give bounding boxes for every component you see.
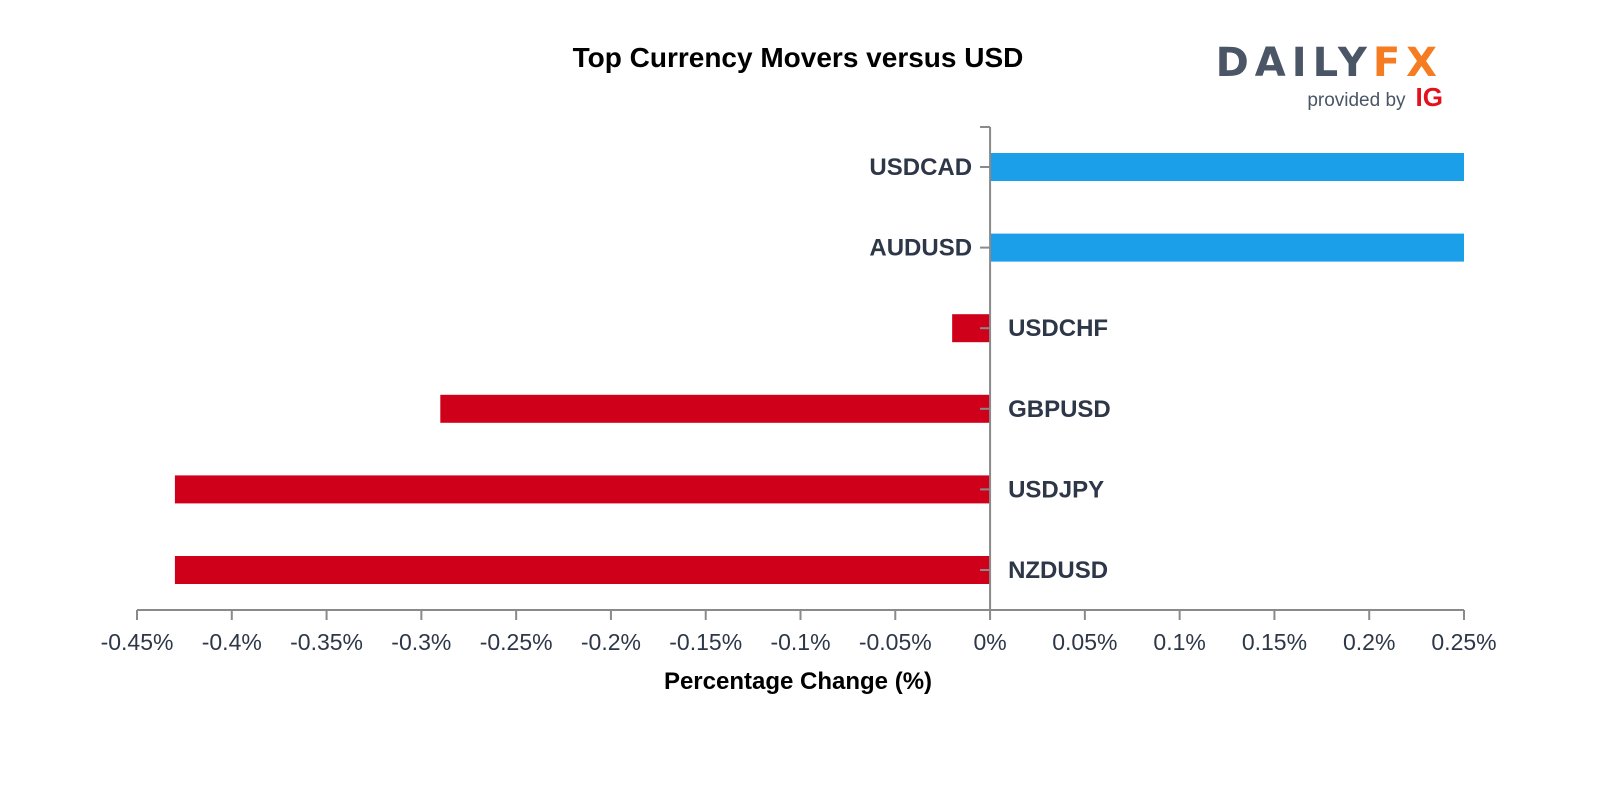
x-tick-label: 0.1% xyxy=(1153,629,1205,655)
bar-usdcad xyxy=(990,153,1464,181)
logo-wordmark-right: FX xyxy=(1373,40,1443,86)
chart-title: Top Currency Movers versus USD xyxy=(573,42,1024,73)
logo-provided-by: provided by xyxy=(1307,90,1406,111)
category-label-audusd: AUDUSD xyxy=(869,235,972,262)
bar-gbpusd xyxy=(440,394,991,423)
x-tick-label: -0.15% xyxy=(669,629,742,655)
category-label-usdchf: USDCHF xyxy=(1008,315,1108,342)
x-tick-label: 0.25% xyxy=(1431,629,1496,655)
plot-area: USDCAD AUDUSD USDCHF GBPUSD USDJPY NZDUSD -0.4… xyxy=(101,126,1497,655)
logo-wordmark-left: DAILY xyxy=(1216,40,1373,86)
x-tick-label: -0.1% xyxy=(770,629,830,655)
x-tick-label: 0% xyxy=(973,629,1006,655)
category-label-usdcad: USDCAD xyxy=(869,154,972,181)
bar-audusd xyxy=(990,233,1464,262)
category-label-nzdusd: NZDUSD xyxy=(1008,557,1108,584)
x-axis-label: Percentage Change (%) xyxy=(664,668,932,695)
svg-text:DAILYFX: DAILYFX xyxy=(1216,40,1443,86)
category-label-gbpusd: GBPUSD xyxy=(1008,396,1111,423)
dailyfx-logo: DAILYFX provided by IG xyxy=(1216,40,1443,112)
x-tick-label: -0.45% xyxy=(101,629,174,655)
x-tick-label: 0.15% xyxy=(1242,629,1307,655)
x-tick-label: -0.3% xyxy=(391,629,451,655)
x-tick-label: -0.2% xyxy=(581,629,641,655)
bar-usdjpy xyxy=(174,475,991,504)
bar-nzdusd xyxy=(174,556,991,584)
x-tick-label: -0.4% xyxy=(202,629,262,655)
category-label-usdjpy: USDJPY xyxy=(1008,476,1104,503)
x-tick-label: -0.05% xyxy=(859,629,932,655)
logo-ig-brand: IG xyxy=(1416,82,1443,112)
x-tick-label: -0.25% xyxy=(480,629,553,655)
x-tick-label: 0.05% xyxy=(1052,629,1117,655)
x-tick-label: -0.35% xyxy=(290,629,363,655)
x-tick-label: 0.2% xyxy=(1343,629,1395,655)
